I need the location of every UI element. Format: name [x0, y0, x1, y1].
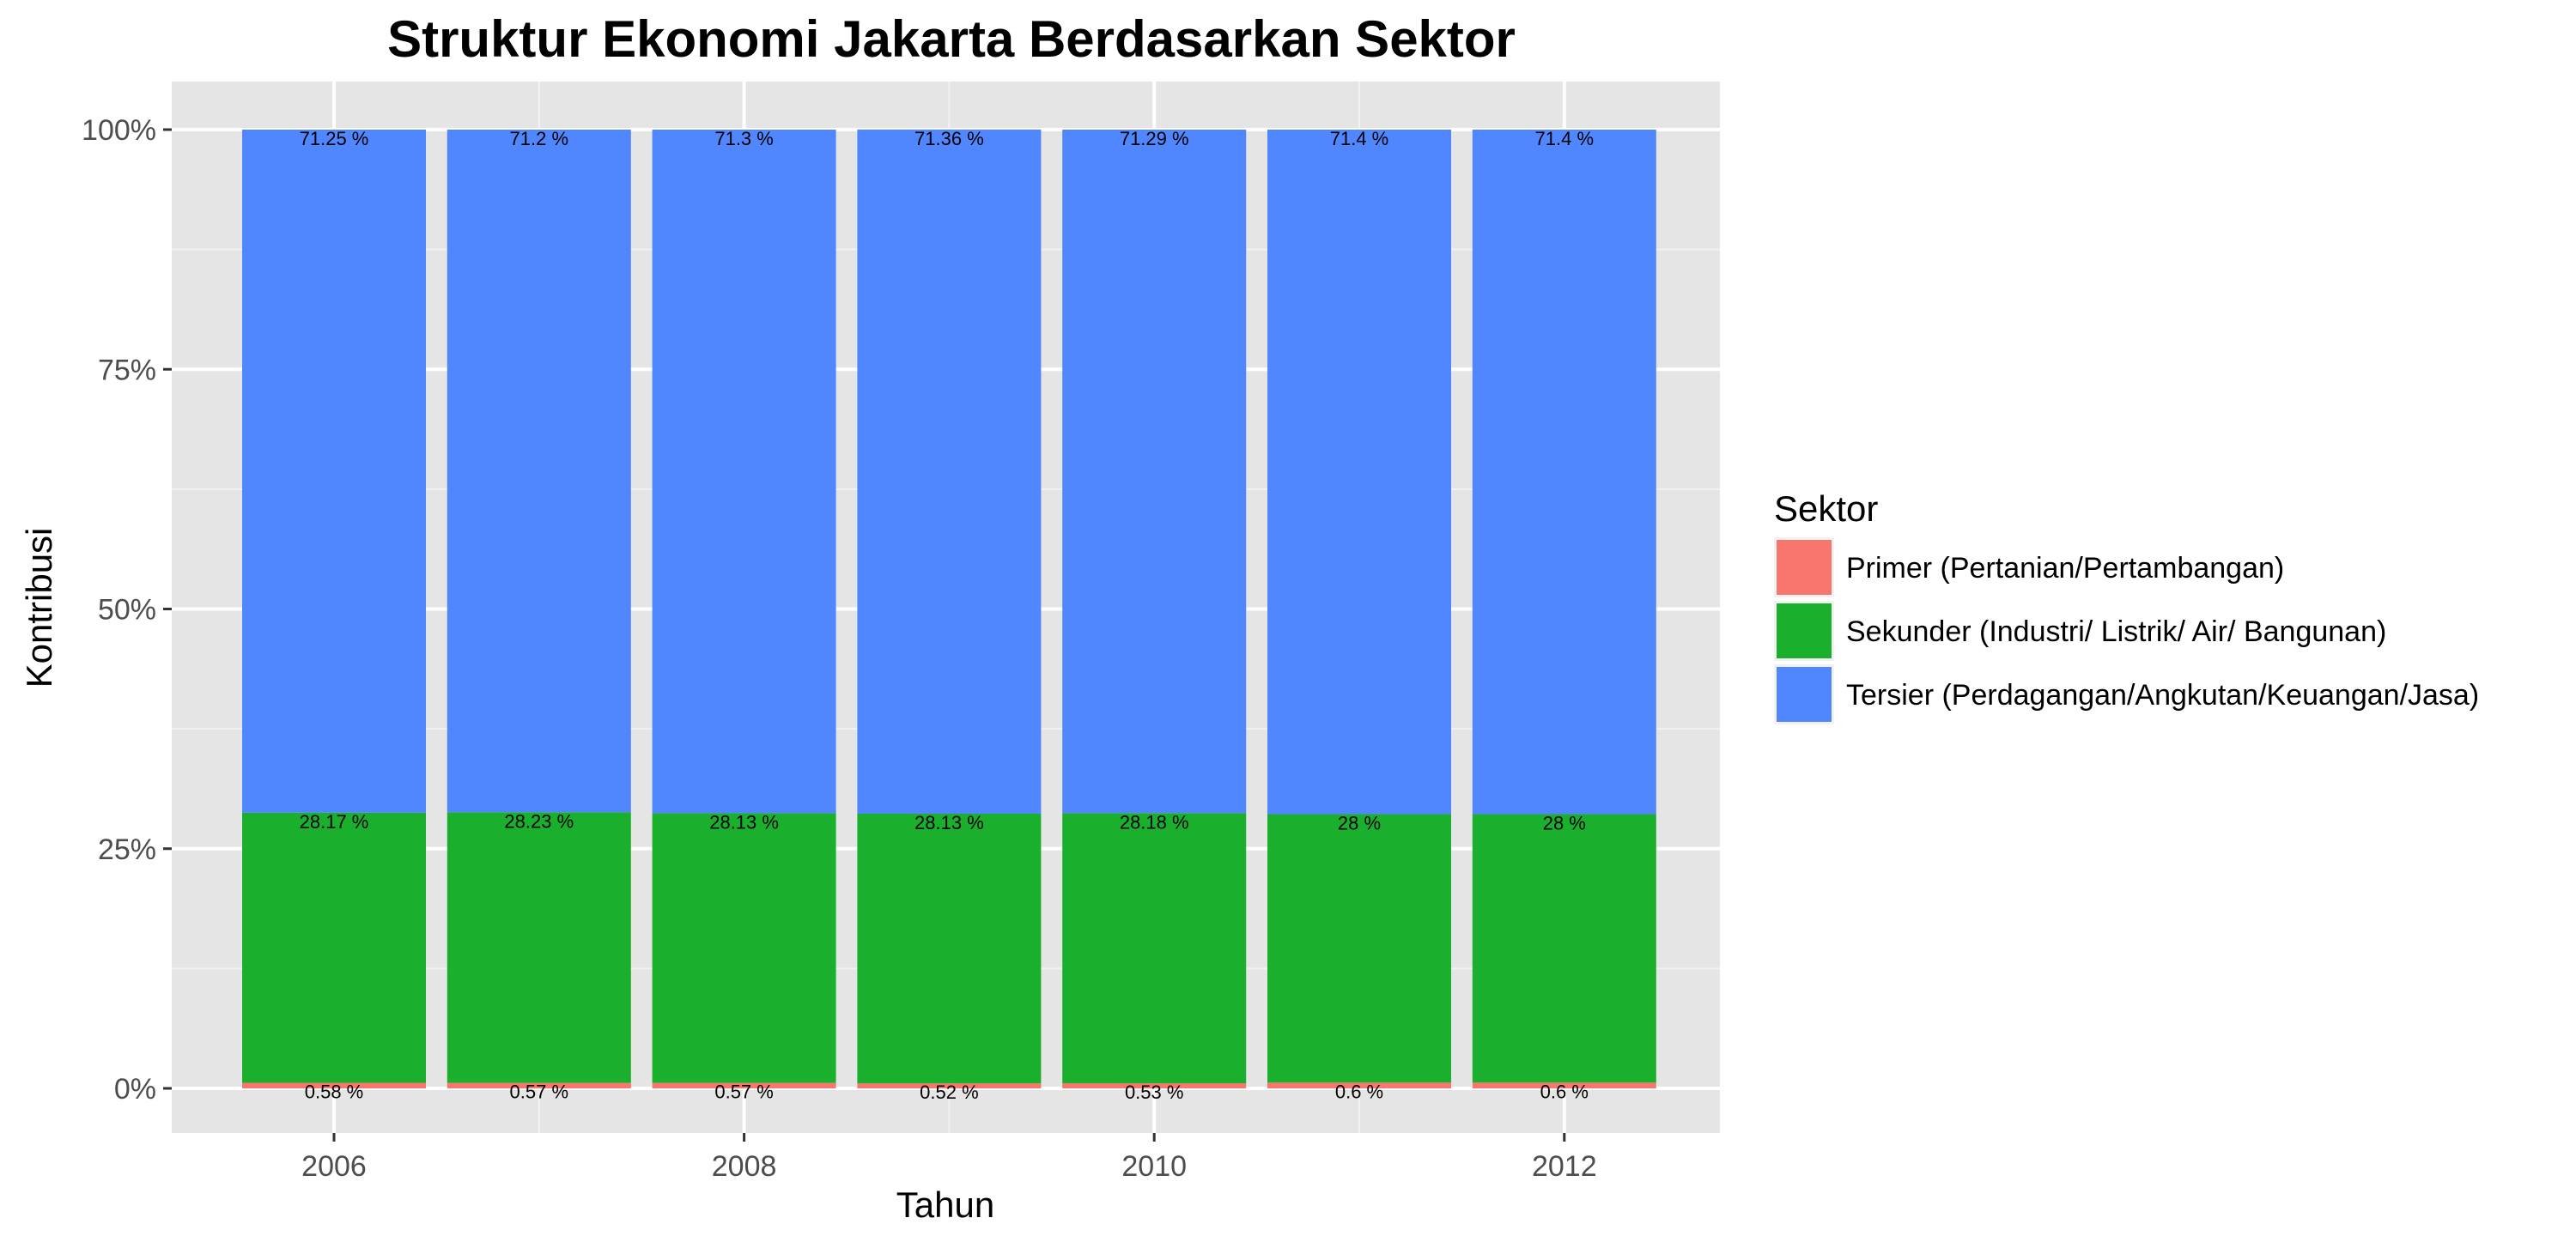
bar-segment [1267, 814, 1451, 1083]
y-tick-label: 75% [98, 354, 156, 386]
x-tick-label: 2006 [301, 1150, 367, 1183]
data-labels: 0.58 % 28.17 % 71.25 % 0.57 % 28.23 % 71.2 % 0… [300, 128, 1594, 1103]
legend-label: Primer (Pertanian/Pertambangan) [1846, 552, 2284, 585]
legend-title: Sektor [1774, 488, 1878, 529]
bar-segment [857, 129, 1042, 814]
data-label: 28.17 % [300, 811, 369, 833]
data-label: 0.57 % [714, 1082, 774, 1103]
legend-label: Tersier (Perdagangan/Angkutan/Keuangan/J… [1846, 679, 2479, 712]
bar-segment [1062, 1083, 1247, 1088]
bar-segment [857, 813, 1042, 1084]
legend-swatch [1777, 603, 1832, 658]
chart-title: Struktur Ekonomi Jakarta Berdasarkan Sek… [387, 10, 1516, 68]
data-label: 0.6 % [1540, 1081, 1589, 1102]
legend-swatch [1777, 667, 1832, 722]
data-label: 0.52 % [920, 1082, 979, 1103]
legend-swatch [1777, 540, 1832, 595]
y-tick-label: 25% [98, 833, 156, 866]
data-label: 71.4 % [1535, 128, 1595, 149]
legend-items: Primer (Pertanian/Pertambangan) Sekunder … [1774, 537, 2479, 724]
data-label: 0.53 % [1125, 1082, 1184, 1103]
x-tick-label: 2008 [712, 1150, 777, 1183]
data-label: 71.36 % [914, 128, 984, 149]
bar-segment [1267, 130, 1451, 815]
axes: 0% 25% 50% 75% 100% 2006 2008 2010 2012 [82, 114, 1597, 1183]
bars [242, 129, 1656, 1088]
data-label: 71.4 % [1330, 128, 1389, 149]
y-tick-label: 100% [82, 114, 156, 147]
y-tick-label: 50% [98, 594, 156, 627]
x-tick-label: 2012 [1532, 1150, 1597, 1183]
bar-segment [447, 812, 631, 1083]
bar-segment [1472, 1082, 1656, 1088]
y-tick-label: 0% [114, 1073, 156, 1106]
bar-segment [652, 130, 836, 814]
x-tick-label: 2010 [1121, 1150, 1187, 1183]
data-label: 28.13 % [914, 812, 984, 833]
bar-segment [1472, 130, 1656, 815]
data-label: 28.13 % [709, 811, 779, 833]
bar-segment [1062, 813, 1247, 1084]
bar-segment [242, 1082, 426, 1088]
bar-segment [652, 1082, 836, 1088]
bar-segment [242, 130, 426, 813]
data-label: 71.29 % [1120, 128, 1189, 149]
bar-segment [242, 812, 426, 1083]
x-axis-title: Tahun [896, 1184, 994, 1225]
bar-segment [1472, 814, 1656, 1083]
bar-segment [447, 130, 631, 813]
data-label: 28 % [1338, 813, 1381, 834]
data-label: 28.18 % [1120, 811, 1189, 833]
bar-segment [447, 1082, 631, 1088]
data-label: 0.57 % [510, 1082, 569, 1103]
y-axis-title: Kontribusi [19, 528, 59, 688]
bar-segment [1267, 1082, 1451, 1088]
data-label: 71.2 % [510, 128, 569, 149]
data-label: 0.58 % [305, 1082, 364, 1103]
data-label: 71.3 % [714, 128, 774, 149]
bar-segment [652, 813, 836, 1083]
data-label: 71.25 % [300, 128, 369, 149]
data-label: 0.6 % [1335, 1081, 1383, 1102]
bar-segment [1062, 130, 1247, 814]
data-label: 28.23 % [504, 810, 574, 832]
legend: Sektor Primer (Pertanian/Pertambangan) Se… [1774, 488, 2479, 724]
legend-label: Sekunder (Industri/ Listrik/ Air/ Bangun… [1846, 615, 2386, 648]
data-label: 28 % [1543, 813, 1586, 834]
bar-segment [857, 1083, 1042, 1088]
